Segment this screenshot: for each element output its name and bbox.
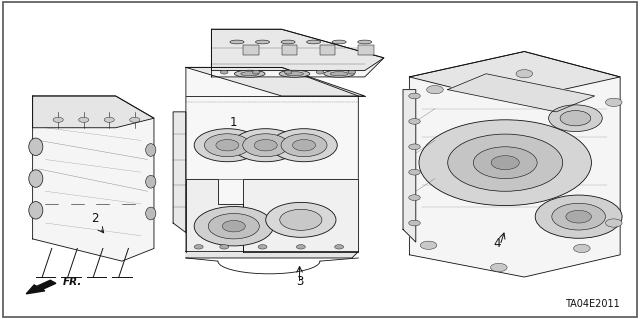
Ellipse shape [307,40,321,44]
Polygon shape [448,74,595,112]
Circle shape [348,70,356,74]
Circle shape [220,70,228,74]
Circle shape [252,70,260,74]
Circle shape [605,219,622,227]
Polygon shape [211,29,384,77]
Circle shape [560,111,591,126]
Circle shape [194,206,273,246]
Circle shape [409,195,420,200]
Circle shape [566,210,591,223]
Bar [243,45,259,55]
Circle shape [296,245,305,249]
Circle shape [104,117,115,122]
Ellipse shape [330,72,348,76]
Circle shape [605,98,622,107]
Ellipse shape [146,144,156,156]
Polygon shape [403,90,416,242]
Circle shape [220,245,228,249]
Ellipse shape [241,72,259,76]
Circle shape [208,213,259,239]
Text: 3: 3 [296,275,303,288]
Circle shape [194,129,260,162]
Circle shape [280,209,322,230]
Circle shape [271,129,337,162]
Circle shape [552,203,605,230]
Circle shape [194,245,203,249]
Ellipse shape [279,70,310,77]
Circle shape [516,70,532,78]
Polygon shape [410,51,620,277]
Circle shape [79,117,89,122]
Ellipse shape [324,70,355,77]
Ellipse shape [281,40,295,44]
Circle shape [281,134,327,157]
Polygon shape [410,51,620,90]
Polygon shape [186,252,358,258]
Circle shape [548,105,602,131]
Circle shape [216,139,239,151]
Circle shape [292,139,316,151]
Bar [320,45,335,55]
Circle shape [491,156,519,170]
Circle shape [535,195,622,238]
Circle shape [409,169,420,175]
Circle shape [316,70,324,74]
Ellipse shape [146,175,156,188]
Ellipse shape [358,40,372,44]
Circle shape [490,263,507,271]
Ellipse shape [230,40,244,44]
Circle shape [409,144,420,150]
Circle shape [419,120,591,205]
Circle shape [266,202,336,237]
Circle shape [222,220,245,232]
Circle shape [473,147,537,179]
Ellipse shape [29,170,43,187]
Text: TA04E2011: TA04E2011 [565,299,620,309]
Polygon shape [33,96,154,128]
Bar [282,45,297,55]
Text: FR.: FR. [63,277,83,287]
Circle shape [427,85,444,94]
Polygon shape [33,96,154,261]
Circle shape [258,245,267,249]
Polygon shape [186,179,243,252]
FancyArrow shape [26,280,56,294]
Polygon shape [211,29,384,70]
Polygon shape [173,112,186,233]
Text: 1: 1 [230,116,237,129]
Polygon shape [243,179,358,252]
Circle shape [232,129,299,162]
Ellipse shape [332,40,346,44]
Circle shape [448,134,563,191]
Ellipse shape [255,40,269,44]
Circle shape [243,134,289,157]
Polygon shape [186,67,365,96]
Text: 2: 2 [92,211,99,225]
Circle shape [335,245,344,249]
Circle shape [284,70,292,74]
Circle shape [409,93,420,99]
Circle shape [573,244,590,253]
Ellipse shape [234,70,265,77]
Polygon shape [186,67,358,252]
Circle shape [53,117,63,122]
Ellipse shape [146,207,156,220]
Text: 4: 4 [494,237,501,250]
Bar [358,45,374,55]
Ellipse shape [285,72,303,76]
Circle shape [409,119,420,124]
Circle shape [130,117,140,122]
Ellipse shape [29,202,43,219]
Circle shape [204,134,250,157]
Ellipse shape [29,138,43,156]
Circle shape [254,139,277,151]
Circle shape [409,220,420,226]
Circle shape [420,241,437,249]
